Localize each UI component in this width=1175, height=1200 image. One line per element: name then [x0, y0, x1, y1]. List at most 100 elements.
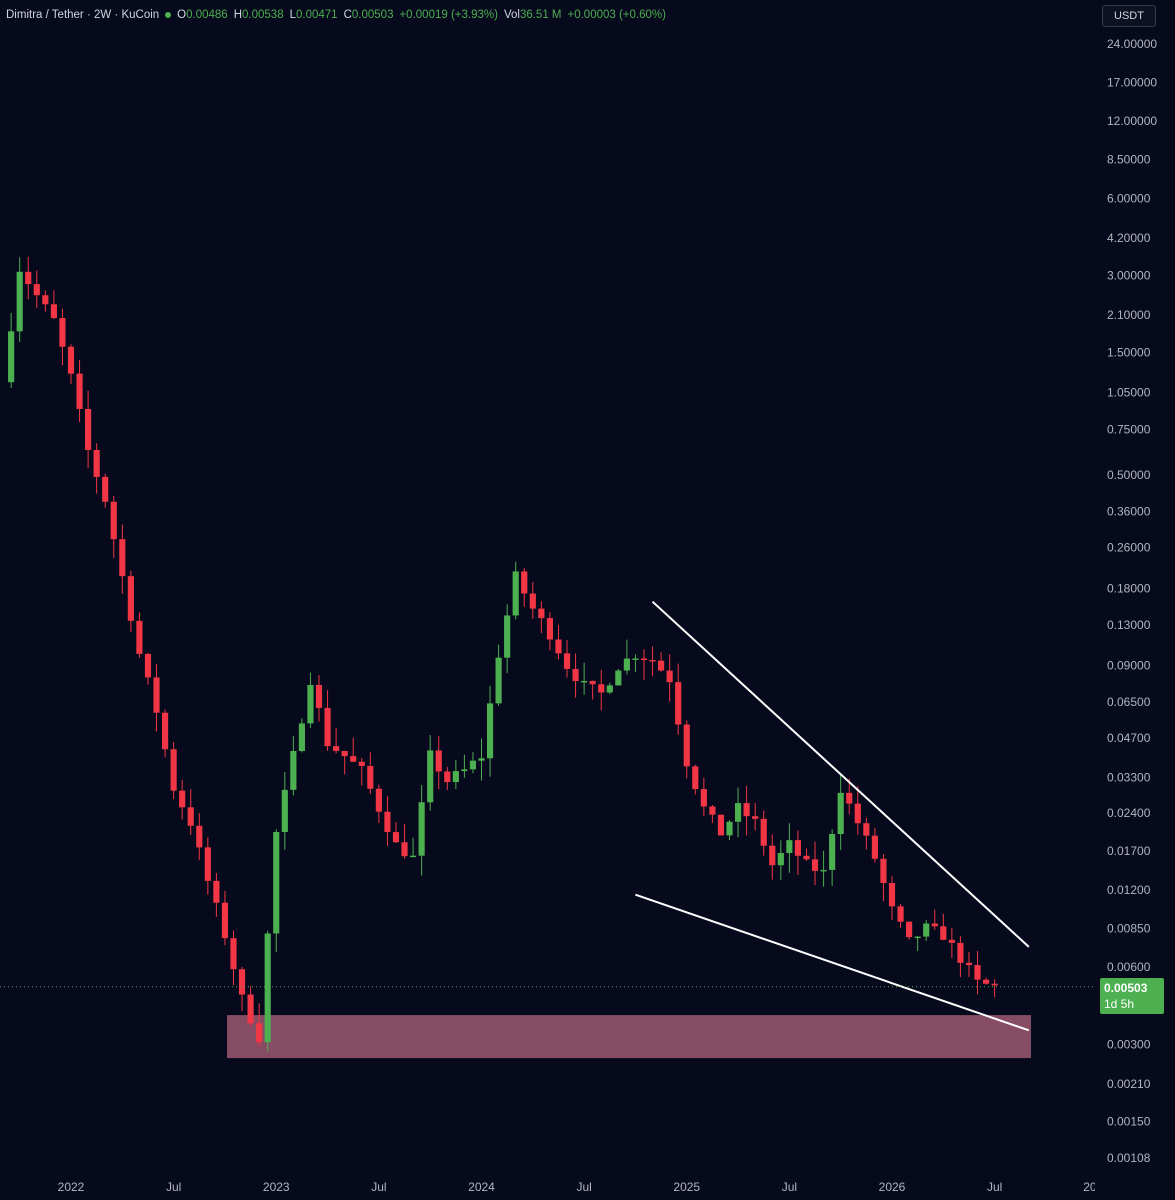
candle-down[interactable]: [795, 840, 801, 856]
candle-down[interactable]: [25, 272, 31, 284]
candle-down[interactable]: [667, 671, 673, 683]
candle-down[interactable]: [324, 708, 330, 746]
candle-up[interactable]: [504, 615, 510, 657]
currency-button[interactable]: USDT: [1102, 5, 1156, 27]
candle-up[interactable]: [632, 658, 638, 660]
candle-down[interactable]: [949, 940, 955, 943]
candle-down[interactable]: [803, 856, 809, 860]
trendline-upper[interactable]: [653, 602, 1029, 947]
candle-up[interactable]: [778, 853, 784, 865]
trendline-lower[interactable]: [635, 895, 1028, 1031]
candle-down[interactable]: [897, 906, 903, 921]
candle-down[interactable]: [564, 653, 570, 669]
candle-down[interactable]: [205, 847, 211, 881]
candle-up[interactable]: [8, 331, 14, 382]
candle-up[interactable]: [453, 771, 459, 782]
candle-up[interactable]: [478, 758, 484, 760]
candle-down[interactable]: [350, 756, 356, 762]
candle-down[interactable]: [128, 576, 134, 621]
support-zone[interactable]: [227, 1015, 1031, 1058]
candle-up[interactable]: [607, 685, 613, 692]
candle-up[interactable]: [786, 840, 792, 853]
candle-down[interactable]: [111, 502, 117, 539]
candle-up[interactable]: [419, 802, 425, 855]
candle-up[interactable]: [273, 832, 279, 934]
candle-down[interactable]: [718, 815, 724, 836]
candle-up[interactable]: [470, 761, 476, 770]
candle-down[interactable]: [248, 995, 254, 1024]
candle-down[interactable]: [136, 621, 142, 654]
candle-down[interactable]: [162, 713, 168, 749]
candle-down[interactable]: [76, 374, 82, 409]
candle-down[interactable]: [641, 658, 647, 660]
candle-down[interactable]: [880, 859, 886, 883]
candle-down[interactable]: [316, 685, 322, 708]
candle-down[interactable]: [102, 477, 108, 502]
candle-down[interactable]: [692, 766, 698, 789]
candle-down[interactable]: [359, 762, 365, 766]
candle-down[interactable]: [983, 980, 989, 984]
candle-down[interactable]: [367, 766, 373, 789]
candle-down[interactable]: [34, 284, 40, 295]
candle-down[interactable]: [94, 450, 100, 477]
candle-down[interactable]: [145, 654, 151, 678]
candle-up[interactable]: [615, 671, 621, 686]
candle-down[interactable]: [684, 725, 690, 767]
candle-down[interactable]: [932, 924, 938, 927]
candle-down[interactable]: [179, 791, 185, 808]
candle-down[interactable]: [555, 640, 561, 654]
candle-down[interactable]: [51, 304, 57, 318]
candle-up[interactable]: [410, 856, 416, 858]
candle-up[interactable]: [726, 822, 732, 836]
candle-down[interactable]: [153, 677, 159, 712]
candle-up[interactable]: [838, 793, 844, 834]
candle-down[interactable]: [239, 969, 245, 994]
candle-down[interactable]: [436, 750, 442, 771]
candle-down[interactable]: [752, 816, 758, 819]
candle-down[interactable]: [906, 922, 912, 937]
candle-down[interactable]: [393, 832, 399, 842]
candle-down[interactable]: [855, 804, 861, 824]
candle-up[interactable]: [915, 937, 921, 939]
time-scale[interactable]: 2022 Jul 2023 Jul 2024 Jul 2025 Jul 2026 Jul 202: [0, 1170, 1095, 1200]
candle-up[interactable]: [624, 659, 630, 671]
candle-down[interactable]: [384, 812, 390, 832]
candle-down[interactable]: [675, 682, 681, 724]
candle-down[interactable]: [769, 846, 775, 866]
candle-up[interactable]: [282, 790, 288, 832]
candle-down[interactable]: [744, 803, 750, 816]
candle-up[interactable]: [307, 685, 313, 723]
candle-down[interactable]: [572, 669, 578, 681]
candle-down[interactable]: [812, 859, 818, 871]
candle-down[interactable]: [761, 819, 767, 846]
candle-up[interactable]: [735, 803, 741, 822]
candle-down[interactable]: [701, 789, 707, 806]
candle-up[interactable]: [265, 934, 271, 1043]
candle-up[interactable]: [427, 750, 433, 802]
candle-down[interactable]: [59, 318, 65, 347]
candle-down[interactable]: [872, 836, 878, 859]
candle-down[interactable]: [649, 660, 655, 662]
candle-down[interactable]: [547, 618, 553, 639]
candle-down[interactable]: [196, 826, 202, 848]
candle-down[interactable]: [889, 883, 895, 906]
candle-down[interactable]: [966, 963, 972, 965]
candle-down[interactable]: [709, 807, 715, 815]
candle-down[interactable]: [940, 926, 946, 940]
candle-down[interactable]: [376, 789, 382, 812]
candle-down[interactable]: [521, 571, 527, 593]
candle-down[interactable]: [846, 793, 852, 804]
candle-down[interactable]: [530, 594, 536, 609]
symbol-title[interactable]: Dimitra / Tether · 2W · KuCoin: [6, 9, 159, 21]
candle-down[interactable]: [333, 746, 339, 751]
candle-down[interactable]: [42, 295, 48, 304]
candle-down[interactable]: [213, 881, 219, 903]
candle-down[interactable]: [538, 609, 544, 619]
candle-up[interactable]: [487, 703, 493, 758]
candle-down[interactable]: [863, 823, 869, 835]
candle-down[interactable]: [188, 807, 194, 825]
candle-up[interactable]: [821, 870, 827, 872]
candle-down[interactable]: [68, 347, 74, 374]
candle-up[interactable]: [513, 571, 519, 615]
candle-down[interactable]: [658, 661, 664, 671]
